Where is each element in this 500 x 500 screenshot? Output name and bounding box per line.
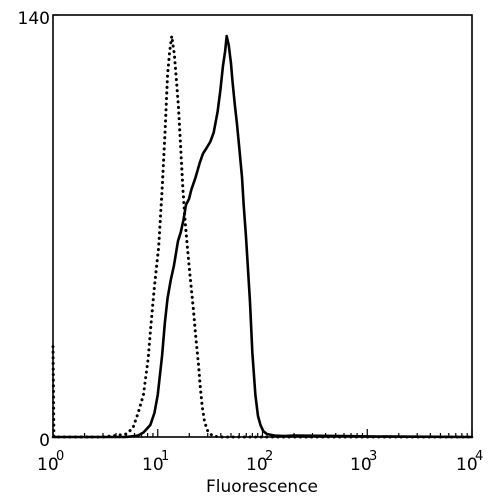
ytick-label-top: 140 (18, 9, 50, 29)
svg-text:2: 2 (265, 449, 273, 464)
svg-text:10: 10 (246, 455, 268, 475)
ytick-label-bottom: 0 (39, 431, 50, 451)
svg-text:1: 1 (161, 449, 169, 464)
svg-text:10: 10 (37, 455, 59, 475)
svg-text:4: 4 (475, 449, 483, 464)
xtick-label-1: 10 1 (142, 449, 169, 475)
xtick-label-2: 10 2 (246, 449, 273, 475)
x-axis-label: Fluorescence (206, 477, 318, 497)
xtick-label-0: 10 0 (37, 449, 64, 475)
xtick-label-4: 10 4 (456, 449, 483, 475)
axis-ticks (52, 14, 473, 438)
series-dotted-line (51, 34, 474, 439)
svg-text:10: 10 (350, 455, 372, 475)
svg-text:10: 10 (142, 455, 164, 475)
series-solid-line (51, 34, 474, 439)
xtick-label-3: 10 3 (350, 449, 377, 475)
svg-text:10: 10 (456, 455, 478, 475)
svg-text:0: 0 (56, 449, 64, 464)
svg-text:3: 3 (369, 449, 377, 464)
plot-area-frame (52, 14, 473, 438)
series-layer (51, 34, 474, 439)
